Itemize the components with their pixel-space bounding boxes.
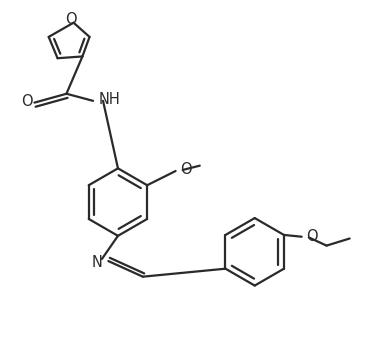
Text: O: O: [306, 229, 318, 244]
Text: O: O: [65, 12, 76, 26]
Text: O: O: [180, 162, 192, 177]
Text: N: N: [91, 255, 102, 270]
Text: NH: NH: [98, 92, 120, 107]
Text: O: O: [21, 95, 33, 110]
